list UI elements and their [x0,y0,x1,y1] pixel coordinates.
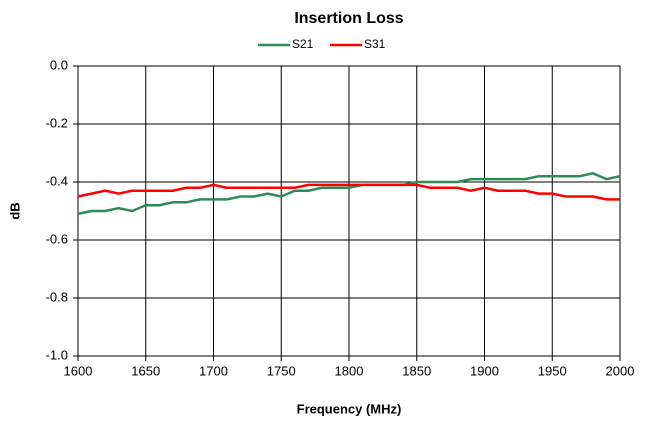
y-tick-label: -0.6 [46,231,68,246]
y-tick-label: -0.8 [46,289,68,304]
x-tick-label: 1900 [470,363,499,378]
x-axis-label: Frequency (MHz) [297,401,402,416]
x-tick-label: 1750 [267,363,296,378]
legend-label: S21 [292,37,314,51]
y-tick-label: -0.2 [46,115,68,130]
x-tick-label: 1700 [199,363,228,378]
series-line [77,171,621,216]
y-tick-label: -0.4 [46,173,68,188]
y-axis-label: dB [7,202,22,219]
x-tick-label: 2000 [606,363,635,378]
chart-title: Insertion Loss [294,10,403,27]
legend-label: S31 [364,37,386,51]
x-tick-label: 1950 [538,363,567,378]
y-tick-label: 0.0 [50,57,68,72]
series-line [77,183,620,201]
x-tick-label: 1850 [402,363,431,378]
x-tick-label: 1600 [64,363,93,378]
x-tick-label: 1650 [131,363,160,378]
x-tick-label: 1800 [335,363,364,378]
y-tick-label: -1.0 [46,347,68,362]
